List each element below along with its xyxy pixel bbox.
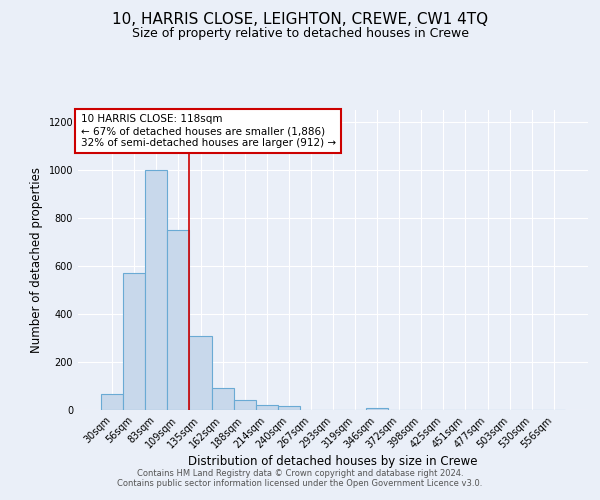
Bar [366, 408, 388, 410]
Y-axis label: Number of detached properties: Number of detached properties [30, 167, 43, 353]
Text: 10 HARRIS CLOSE: 118sqm
← 67% of detached houses are smaller (1,886)
32% of semi: 10 HARRIS CLOSE: 118sqm ← 67% of detache… [80, 114, 335, 148]
Bar [233, 400, 256, 410]
Bar [190, 336, 212, 410]
Bar [101, 394, 123, 410]
Bar [167, 230, 190, 410]
Bar [123, 273, 145, 410]
Text: 10, HARRIS CLOSE, LEIGHTON, CREWE, CW1 4TQ: 10, HARRIS CLOSE, LEIGHTON, CREWE, CW1 4… [112, 12, 488, 28]
Text: Contains public sector information licensed under the Open Government Licence v3: Contains public sector information licen… [118, 478, 482, 488]
X-axis label: Distribution of detached houses by size in Crewe: Distribution of detached houses by size … [188, 456, 478, 468]
Bar [256, 404, 278, 410]
Bar [278, 406, 300, 410]
Bar [212, 388, 233, 410]
Text: Contains HM Land Registry data © Crown copyright and database right 2024.: Contains HM Land Registry data © Crown c… [137, 468, 463, 477]
Text: Size of property relative to detached houses in Crewe: Size of property relative to detached ho… [131, 28, 469, 40]
Bar [145, 170, 167, 410]
